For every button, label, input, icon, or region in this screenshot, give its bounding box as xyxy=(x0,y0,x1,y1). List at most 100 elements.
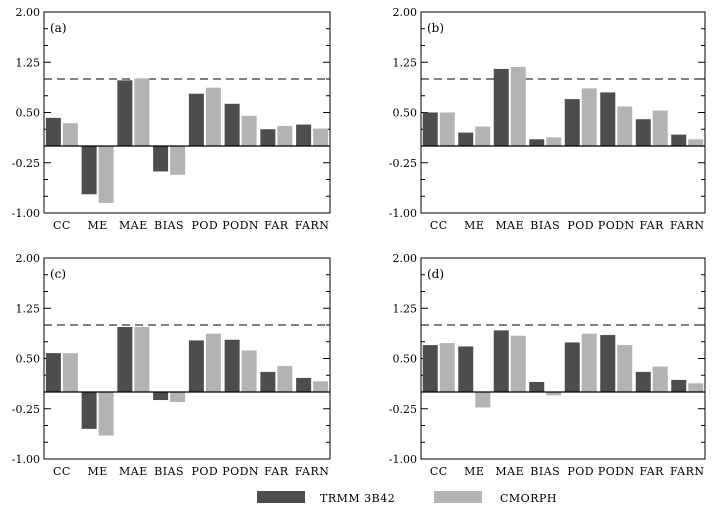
x-category-label: PODN xyxy=(598,465,635,478)
bar-trmm-farn xyxy=(296,124,312,146)
y-tick-label: -1.00 xyxy=(389,453,417,466)
bar-cmorph-podn xyxy=(617,106,633,146)
bar-cmorph-bias xyxy=(546,392,562,396)
y-tick-label: -1.00 xyxy=(389,207,417,220)
bar-trmm-bias xyxy=(529,139,545,146)
panel-label: (d) xyxy=(427,267,444,281)
y-tick-label: 2.00 xyxy=(393,252,418,265)
x-category-label: MAE xyxy=(119,219,148,232)
bar-cmorph-farn xyxy=(688,139,704,146)
legend-label-cmorph: CMORPH xyxy=(500,492,557,505)
panel-a: 2.00 1.25 0.50 -0.25 -1.00 CC ME MAE BIAS POD PODN… xyxy=(12,6,331,232)
bar-cmorph-far xyxy=(277,365,293,392)
bar-cmorph-bias xyxy=(170,146,186,175)
bar-cmorph-pod xyxy=(205,333,221,392)
bar-trmm-pod xyxy=(188,340,204,392)
bar-trmm-pod xyxy=(564,342,580,392)
bar-cmorph-far xyxy=(277,125,293,146)
bar-trmm-mae xyxy=(117,327,133,392)
bar-trmm-mae xyxy=(493,68,509,146)
y-tick-label: -0.25 xyxy=(12,157,40,170)
x-category-label: PODN xyxy=(598,219,635,232)
panel-c: 2.00 1.25 0.50 -0.25 -1.00 CC ME MAE BIAS POD PODN… xyxy=(12,252,331,478)
bar-cmorph-far xyxy=(652,366,668,392)
y-tick-label: -1.00 xyxy=(12,453,40,466)
y-tick-label: 1.25 xyxy=(393,302,418,315)
panel-label: (c) xyxy=(50,267,66,281)
x-category-label: FARN xyxy=(670,219,705,232)
x-category-label: POD xyxy=(192,465,219,478)
bar-trmm-bias xyxy=(153,146,169,172)
bar-trmm-pod xyxy=(188,93,204,146)
bar-cmorph-farn xyxy=(313,128,329,146)
x-category-label: POD xyxy=(567,465,594,478)
x-category-label: BIAS xyxy=(530,219,560,232)
y-tick-label: -0.25 xyxy=(389,403,417,416)
bar-cmorph-farn xyxy=(313,381,329,392)
panel-label: (a) xyxy=(50,21,67,35)
bar-trmm-farn xyxy=(671,134,687,146)
bar-trmm-pod xyxy=(564,99,580,146)
x-category-label: ME xyxy=(464,219,484,232)
x-category-label: CC xyxy=(53,219,71,232)
x-category-label: FARN xyxy=(295,219,330,232)
x-category-label: BIAS xyxy=(154,465,184,478)
y-tick-label: 0.50 xyxy=(16,107,41,120)
x-category-label: FAR xyxy=(640,219,665,232)
legend-swatch-cmorph xyxy=(434,491,482,503)
panel-d: 2.00 1.25 0.50 -0.25 -1.00 CC ME MAE BIAS POD PODN… xyxy=(389,252,706,478)
bar-trmm-cc xyxy=(422,345,438,392)
bar-trmm-me xyxy=(458,132,474,146)
bar-trmm-cc xyxy=(422,112,438,146)
bar-cmorph-mae xyxy=(510,335,526,392)
bar-cmorph-podn xyxy=(617,345,633,392)
x-category-label: BIAS xyxy=(154,219,184,232)
bar-cmorph-me xyxy=(475,126,491,146)
bar-trmm-farn xyxy=(671,379,687,392)
y-tick-label: 2.00 xyxy=(16,252,41,265)
bar-cmorph-pod xyxy=(581,88,597,146)
x-category-label: MAE xyxy=(495,465,524,478)
legend-swatch-trmm xyxy=(257,491,305,503)
bar-cmorph-cc xyxy=(439,112,455,146)
bar-cmorph-bias xyxy=(546,137,562,146)
bar-trmm-bias xyxy=(153,392,169,401)
bar-trmm-mae xyxy=(493,330,509,392)
y-tick-label: 2.00 xyxy=(393,6,418,19)
bar-cmorph-farn xyxy=(688,383,704,392)
bar-cmorph-cc xyxy=(62,123,78,146)
bar-trmm-cc xyxy=(45,117,61,146)
bar-cmorph-me xyxy=(475,392,491,408)
x-category-label: MAE xyxy=(119,465,148,478)
bar-trmm-far xyxy=(635,371,651,392)
y-tick-label: 2.00 xyxy=(16,6,41,19)
bar-cmorph-far xyxy=(652,110,668,146)
y-tick-label: 1.25 xyxy=(16,302,41,315)
panel-b: 2.00 1.25 0.50 -0.25 -1.00 CC ME MAE BIAS POD PODN… xyxy=(389,6,706,232)
x-category-label: PODN xyxy=(222,219,259,232)
x-category-label: FARN xyxy=(670,465,705,478)
bar-trmm-far xyxy=(635,119,651,146)
bar-trmm-podn xyxy=(224,339,240,392)
x-category-label: FAR xyxy=(264,465,289,478)
bar-cmorph-mae xyxy=(134,327,150,392)
bar-trmm-far xyxy=(260,129,276,146)
bar-trmm-podn xyxy=(600,335,616,392)
x-category-label: BIAS xyxy=(530,465,560,478)
bar-cmorph-bias xyxy=(170,392,186,403)
y-tick-label: 0.50 xyxy=(393,107,418,120)
bar-trmm-podn xyxy=(600,92,616,146)
x-category-label: FAR xyxy=(264,219,289,232)
x-category-label: ME xyxy=(87,465,107,478)
x-category-label: POD xyxy=(192,219,219,232)
y-tick-label: 0.50 xyxy=(393,353,418,366)
bar-trmm-farn xyxy=(296,377,312,392)
y-tick-label: -0.25 xyxy=(389,157,417,170)
x-category-label: CC xyxy=(430,219,448,232)
bar-trmm-podn xyxy=(224,103,240,146)
bar-cmorph-podn xyxy=(241,115,257,146)
bar-cmorph-cc xyxy=(62,353,78,392)
bar-cmorph-podn xyxy=(241,350,257,392)
legend-label-trmm: TRMM 3B42 xyxy=(320,492,395,505)
